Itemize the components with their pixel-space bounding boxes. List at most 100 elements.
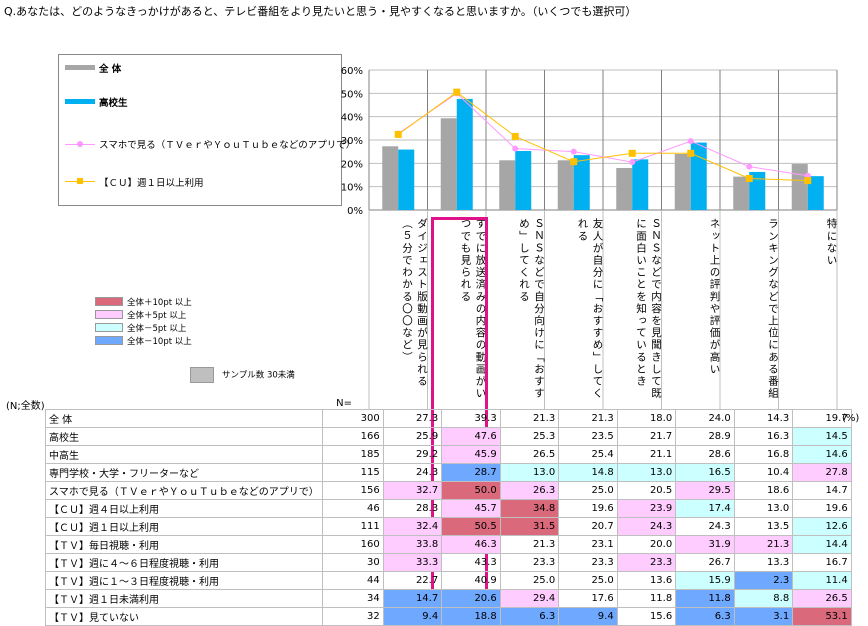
table-cell: 6.3 xyxy=(499,607,560,626)
point-cu xyxy=(745,175,753,182)
table-cell: 23.5 xyxy=(558,427,618,446)
table-cell: 8.8 xyxy=(733,589,794,608)
legend-label-hs: 高校生 xyxy=(99,98,128,109)
category-label: ダイジェスト版動画が見られる（５分でわかる〇〇など） xyxy=(401,218,428,388)
n-label: (N;全数) xyxy=(6,401,45,412)
point-smartphone xyxy=(687,138,694,145)
row-n: 111 xyxy=(321,517,384,536)
bar-all xyxy=(499,160,516,210)
table-cell: 24.3 xyxy=(382,463,443,482)
table-cell: 26.7 xyxy=(675,553,735,572)
table-cell: 15.9 xyxy=(675,571,735,590)
table-cell: 28.7 xyxy=(441,463,501,482)
row-label: 【ＴＶ】毎日視聴・利用 xyxy=(45,535,323,554)
bar-all xyxy=(557,160,574,210)
table-cell: 21.7 xyxy=(616,427,677,446)
category-labels: ダイジェスト版動画が見られる（５分でわかる〇〇など） すでに放送済みの内容の動画が… xyxy=(369,210,838,406)
table-cell: 25.0 xyxy=(558,571,618,590)
bar-all xyxy=(616,168,633,210)
legend-marker-smartphone xyxy=(77,141,83,147)
table-cell: 14.7 xyxy=(382,589,443,608)
bar-all xyxy=(382,146,399,210)
table-cell: 13.0 xyxy=(499,463,560,482)
table-cell: 46.3 xyxy=(441,535,501,554)
table-cell: 50.0 xyxy=(441,481,501,500)
color-legend-swatch xyxy=(95,323,123,332)
table-cell: 25.0 xyxy=(558,481,618,500)
table-cell: 16.5 xyxy=(675,463,735,482)
table-row: 【ＴＶ】週１日未満利用 34 14.7 20.6 29.4 17.6 11.8 11.8 8.8… xyxy=(45,589,852,608)
point-smartphone xyxy=(570,148,577,155)
data-table: 全 体 300 27.3 39.3 21.3 21.3 18.0 24.0 14.3 19.7 高校… xyxy=(45,409,852,626)
table-cell: 14.5 xyxy=(792,427,852,446)
table-row: 高校生 166 25.9 47.6 25.3 23.5 21.7 28.9 16.3 14.5 xyxy=(45,427,852,446)
table-cell: 21.3 xyxy=(499,535,560,554)
sample-legend-label: サンプル数 30未満 xyxy=(222,370,295,381)
point-cu xyxy=(628,149,636,157)
table-cell: 27.8 xyxy=(792,463,852,482)
legend-swatch-all xyxy=(65,65,95,70)
table-cell: 50.5 xyxy=(441,517,501,536)
table-cell: 26.5 xyxy=(499,445,560,464)
bar-hs xyxy=(456,98,473,210)
table-cell: 16.8 xyxy=(733,445,794,464)
row-label: 中高生 xyxy=(45,445,323,464)
legend-marker-cu xyxy=(77,178,83,184)
table-row: 【ＴＶ】見ていない 32 9.4 18.8 6.3 9.4 15.6 6.3 3.1 53.1 xyxy=(45,607,852,626)
table-cell: 20.7 xyxy=(558,517,618,536)
category-label: ランキングなどで上位にある番組 xyxy=(767,218,779,400)
table-row: 【ＣＵ】週４日以上利用 46 28.3 45.7 34.8 19.6 23.9 17.4 13.… xyxy=(45,499,852,518)
series-line-smartphone xyxy=(397,92,808,177)
table-cell: 16.3 xyxy=(733,427,794,446)
table-row: 【ＴＶ】毎日視聴・利用 160 33.8 46.3 21.3 23.1 20.0 31.9 21… xyxy=(45,535,852,554)
y-tick-label: 20% xyxy=(341,159,363,170)
point-cu xyxy=(453,88,461,96)
category-label: 友人が自分に「おすすめ」してくれる xyxy=(576,218,604,400)
table-cell: 13.0 xyxy=(733,499,794,518)
table-cell: 47.6 xyxy=(441,427,501,446)
series-line-cu xyxy=(397,91,808,182)
table-cell: 39.3 xyxy=(441,409,501,428)
table-cell: 29.4 xyxy=(499,589,560,608)
point-cu xyxy=(511,133,519,140)
bar-all xyxy=(733,176,750,210)
table-cell: 33.3 xyxy=(382,553,443,572)
table-cell: 23.3 xyxy=(616,553,677,572)
table-cell: 53.1 xyxy=(792,607,852,626)
table-cell: 21.1 xyxy=(616,445,677,464)
point-smartphone xyxy=(512,145,519,152)
question-text: Q.あなたは、どのようなきっかけがあると、テレビ番組をより見たいと思う・見やすく… xyxy=(4,5,637,18)
sample-legend: サンプル数 30未満 xyxy=(190,367,295,383)
color-legend-label: 全体－5pt 以上 xyxy=(127,324,187,334)
table-cell: 9.4 xyxy=(382,607,443,626)
color-legend-label: 全体＋10pt 以上 xyxy=(127,298,192,308)
row-n: 185 xyxy=(321,445,384,464)
table-cell: 40.9 xyxy=(441,571,501,590)
table-cell: 25.3 xyxy=(499,427,560,446)
legend-label-smartphone: スマホで見る（ＴＶｅｒやＹｏｕＴｕｂｅなどのアプリで） xyxy=(99,140,356,151)
row-n: 115 xyxy=(321,463,384,482)
row-label: 【ＴＶ】週に４～６日程度視聴・利用 xyxy=(45,553,323,572)
row-label: 専門学校・大学・フリーターなど xyxy=(45,463,323,482)
table-cell: 18.6 xyxy=(733,481,794,500)
y-tick-label: 40% xyxy=(341,113,363,124)
table-row: 中高生 185 29.2 45.9 26.5 25.4 21.1 28.6 16.8 14.6 xyxy=(45,445,852,464)
table-cell: 45.9 xyxy=(441,445,501,464)
legend-swatch-hs xyxy=(65,99,95,104)
y-tick-label: 10% xyxy=(341,183,363,194)
point-smartphone xyxy=(746,163,753,170)
table-cell: 29.5 xyxy=(675,481,735,500)
row-label: 【ＴＶ】週１日未満利用 xyxy=(45,589,323,608)
table-cell: 9.4 xyxy=(558,607,618,626)
table-cell: 14.7 xyxy=(792,481,852,500)
table-cell: 18.8 xyxy=(441,607,501,626)
table-cell: 29.2 xyxy=(382,445,443,464)
series-legend: 全 体 高校生 スマホで見る（ＴＶｅｒやＹｏｕＴｕｂｅなどのアプリで） 【ＣＵ】… xyxy=(58,54,355,206)
table-cell: 10.4 xyxy=(733,463,794,482)
table-cell: 13.5 xyxy=(733,517,794,536)
category-label: ＳＮＳなどで自分向けに「おすすめ」してくれる xyxy=(518,218,545,400)
table-cell: 14.4 xyxy=(792,535,852,554)
bar-all xyxy=(791,164,808,210)
table-cell: 14.6 xyxy=(792,445,852,464)
category-label: ＳＮＳなどで内容を見聞きして既に面白いことを知っているとき xyxy=(635,218,662,400)
